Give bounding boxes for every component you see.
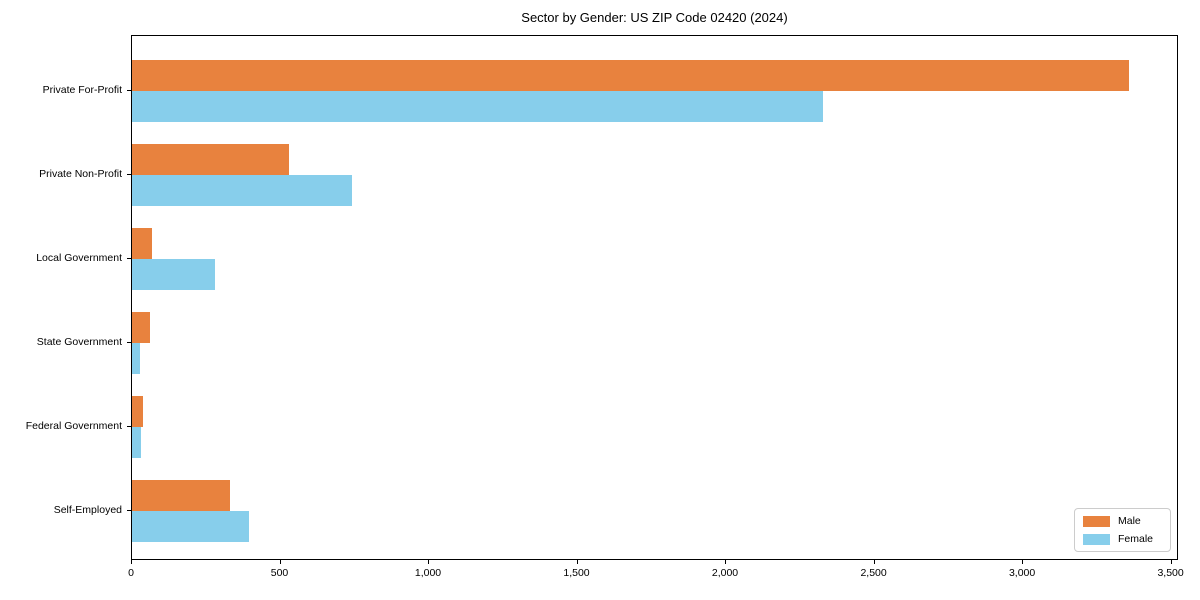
y-tick-label: Private Non-Profit xyxy=(39,168,122,180)
x-tick-label: 1,000 xyxy=(414,567,442,579)
bar-female-2 xyxy=(132,259,216,290)
bar-female-5 xyxy=(132,511,250,542)
legend-entry-female: Female xyxy=(1083,533,1160,545)
x-tick-mark xyxy=(873,560,875,564)
y-tick-label: State Government xyxy=(36,336,122,348)
y-tick-label: Federal Government xyxy=(25,420,122,432)
x-tick-mark xyxy=(131,560,132,564)
x-tick-label: 3,500 xyxy=(1157,567,1184,579)
x-tick-label: 500 xyxy=(270,567,289,579)
y-tick-mark xyxy=(127,174,131,175)
y-tick-mark xyxy=(127,258,131,259)
x-tick-label: 3,000 xyxy=(1008,567,1036,579)
x-tick-mark xyxy=(428,560,429,564)
bar-male-3 xyxy=(132,312,151,343)
x-tick-mark xyxy=(576,560,578,564)
x-tick-label: 1,500 xyxy=(563,567,590,579)
y-tick-mark xyxy=(127,342,131,343)
bar-female-3 xyxy=(132,343,141,374)
x-tick-label: 2,500 xyxy=(860,567,887,579)
legend-swatch-icon xyxy=(1083,533,1110,545)
bar-male-0 xyxy=(132,60,1129,91)
bar-male-5 xyxy=(132,480,230,511)
x-tick-mark xyxy=(725,560,726,564)
bar-male-4 xyxy=(132,396,143,427)
x-tick-label: 0 xyxy=(128,567,134,579)
y-tick-label: Self-Employed xyxy=(53,504,122,516)
plot-area: Male Female xyxy=(131,35,1178,560)
legend: Male Female xyxy=(1074,508,1171,552)
x-tick-label: 2,000 xyxy=(711,567,739,579)
y-tick-label: Local Government xyxy=(36,252,122,264)
legend-label: Female xyxy=(1118,533,1154,545)
x-tick-mark xyxy=(1022,560,1024,564)
legend-swatch-icon xyxy=(1083,515,1110,527)
bar-male-1 xyxy=(132,144,290,175)
y-tick-label: Private For-Profit xyxy=(42,84,122,96)
bar-female-1 xyxy=(132,175,352,206)
y-tick-mark xyxy=(127,426,131,427)
y-tick-mark xyxy=(127,90,131,91)
x-tick-mark xyxy=(1170,560,1172,564)
legend-label: Male xyxy=(1118,515,1141,527)
legend-entry-male: Male xyxy=(1083,515,1160,527)
x-tick-mark xyxy=(279,560,281,564)
chart-title: Sector by Gender: US ZIP Code 02420 (202… xyxy=(521,10,788,25)
bar-male-2 xyxy=(132,228,153,259)
bar-female-0 xyxy=(132,91,823,122)
y-tick-mark xyxy=(127,510,131,511)
bar-female-4 xyxy=(132,427,141,458)
